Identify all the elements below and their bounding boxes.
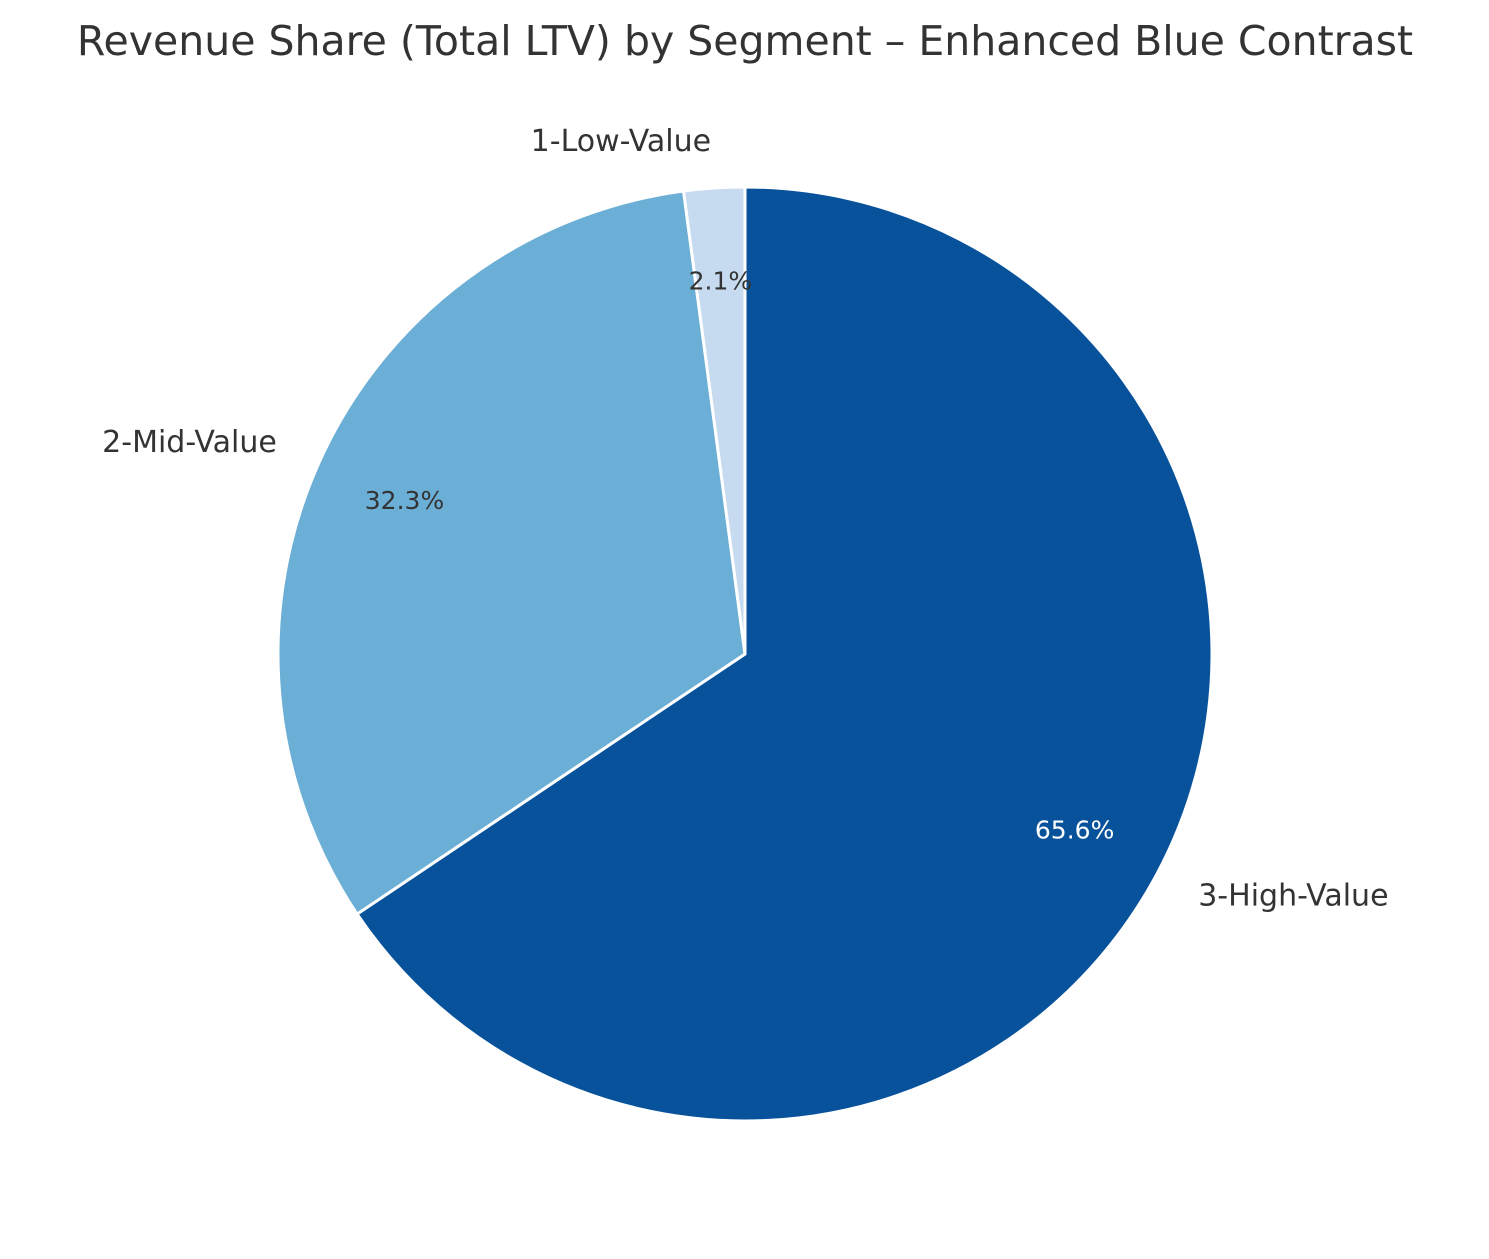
slice-percent-1-low-value: 2.1% bbox=[689, 267, 753, 296]
slice-percent-2-mid-value: 32.3% bbox=[365, 486, 444, 515]
pie-labels-group: 3-High-Value 65.6% 2-Mid-Value 32.3% 1-Low-V… bbox=[102, 124, 1388, 913]
slice-label-2-mid-value: 2-Mid-Value bbox=[102, 425, 277, 460]
slice-label-3-high-value: 3-High-Value bbox=[1198, 878, 1388, 913]
chart-title: Revenue Share (Total LTV) by Segment – E… bbox=[77, 17, 1413, 65]
pie-slice-3-high-value bbox=[355, 185, 1214, 1123]
pie-slices-group bbox=[276, 185, 1214, 1123]
pie-slice-1-low-value bbox=[682, 185, 747, 656]
slice-percent-3-high-value: 65.6% bbox=[1035, 815, 1114, 844]
slice-label-1-low-value: 1-Low-Value bbox=[531, 124, 711, 159]
pie-slice-2-mid-value bbox=[276, 189, 747, 916]
